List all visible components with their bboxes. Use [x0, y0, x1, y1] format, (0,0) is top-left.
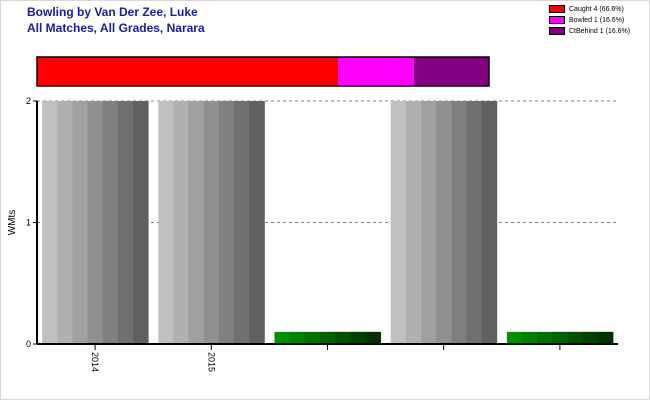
chart-title-line-1: Bowling by Van Der Zee, Luke — [27, 5, 198, 19]
legend-swatch-bowled — [549, 16, 565, 25]
chart-title: Bowling by Van Der Zee, Luke All Matches… — [27, 4, 205, 36]
bar-1-stripe — [72, 101, 89, 344]
legend-label-ctbehind: CtBehind 1 (16.6%) — [569, 28, 631, 35]
bar-3-stripe — [274, 331, 291, 344]
bar-4-stripe — [390, 101, 407, 344]
bar-2-stripe — [188, 101, 205, 344]
bar-4-stripe — [436, 101, 452, 344]
dismissal-segment-ctbehind — [413, 57, 489, 86]
bar-3-stripe — [335, 331, 351, 344]
x-tick-label-2: 2015 — [206, 352, 216, 372]
bar-2-stripe — [203, 101, 220, 344]
y-tick-label-1: 1 — [26, 218, 31, 228]
y-tick-label-0: 0 — [26, 339, 31, 349]
legend-swatch-caught — [549, 5, 565, 14]
bar-2-stripe — [158, 101, 174, 344]
bar-1-stripe — [132, 101, 149, 344]
bar-1-stripe — [102, 101, 119, 344]
x-tick-label-1: 2014 — [90, 352, 100, 372]
y-tick-label-2: 2 — [26, 96, 31, 106]
bar-4-stripe — [420, 101, 437, 344]
bar-1-stripe — [87, 101, 104, 344]
dismissal-bar-outline — [36, 56, 490, 87]
legend-item-ctbehind: CtBehind 1 (16.6%) — [549, 27, 630, 38]
bar-3-stripe — [365, 331, 381, 344]
bar-5-stripe — [522, 331, 538, 344]
bar-1-stripe — [42, 101, 58, 344]
bar-5-stripe — [582, 331, 599, 344]
legend-label-bowled: Bowled 1 (16.6%) — [569, 17, 625, 24]
legend-item-caught: Caught 4 (66.6%) — [549, 5, 630, 16]
bar-4-stripe — [405, 101, 422, 344]
bar-3 — [274, 331, 381, 344]
bar-5-stripe — [506, 331, 523, 344]
dismissal-segment-caught — [37, 57, 339, 86]
bar-2-stripe — [173, 101, 190, 344]
bar-3-stripe — [319, 331, 336, 344]
legend: Caught 4 (66.6%) Bowled 1 (16.6%) CtBehi… — [549, 5, 630, 38]
bar-1-stripe — [117, 101, 134, 344]
bar-4-stripe — [481, 101, 498, 344]
chart-title-line-2: All Matches, All Grades, Narara — [27, 21, 205, 35]
dismissal-segment-bowled — [338, 57, 414, 86]
bar-4 — [390, 101, 498, 344]
bar-4-stripe — [466, 101, 483, 344]
bar-5-stripe — [567, 331, 584, 344]
bar-5 — [506, 331, 614, 344]
bar-3-stripe — [289, 331, 306, 344]
bar-1 — [42, 101, 149, 344]
bar-2-stripe — [249, 101, 265, 344]
bar-5-stripe — [552, 331, 568, 344]
bar-5-stripe — [537, 331, 553, 344]
y-axis-label: WMts — [7, 210, 18, 236]
bar-2 — [158, 101, 265, 344]
bar-1-stripe — [57, 101, 73, 344]
bar-3-stripe — [304, 331, 321, 344]
legend-swatch-ctbehind — [549, 27, 565, 36]
bar-2-stripe — [218, 101, 235, 344]
bar-3-stripe — [350, 331, 366, 344]
bar-2-stripe — [234, 101, 250, 344]
legend-label-caught: Caught 4 (66.6%) — [569, 6, 624, 13]
legend-item-bowled: Bowled 1 (16.6%) — [549, 16, 630, 27]
bar-4-stripe — [451, 101, 467, 344]
bar-5-stripe — [597, 331, 614, 344]
